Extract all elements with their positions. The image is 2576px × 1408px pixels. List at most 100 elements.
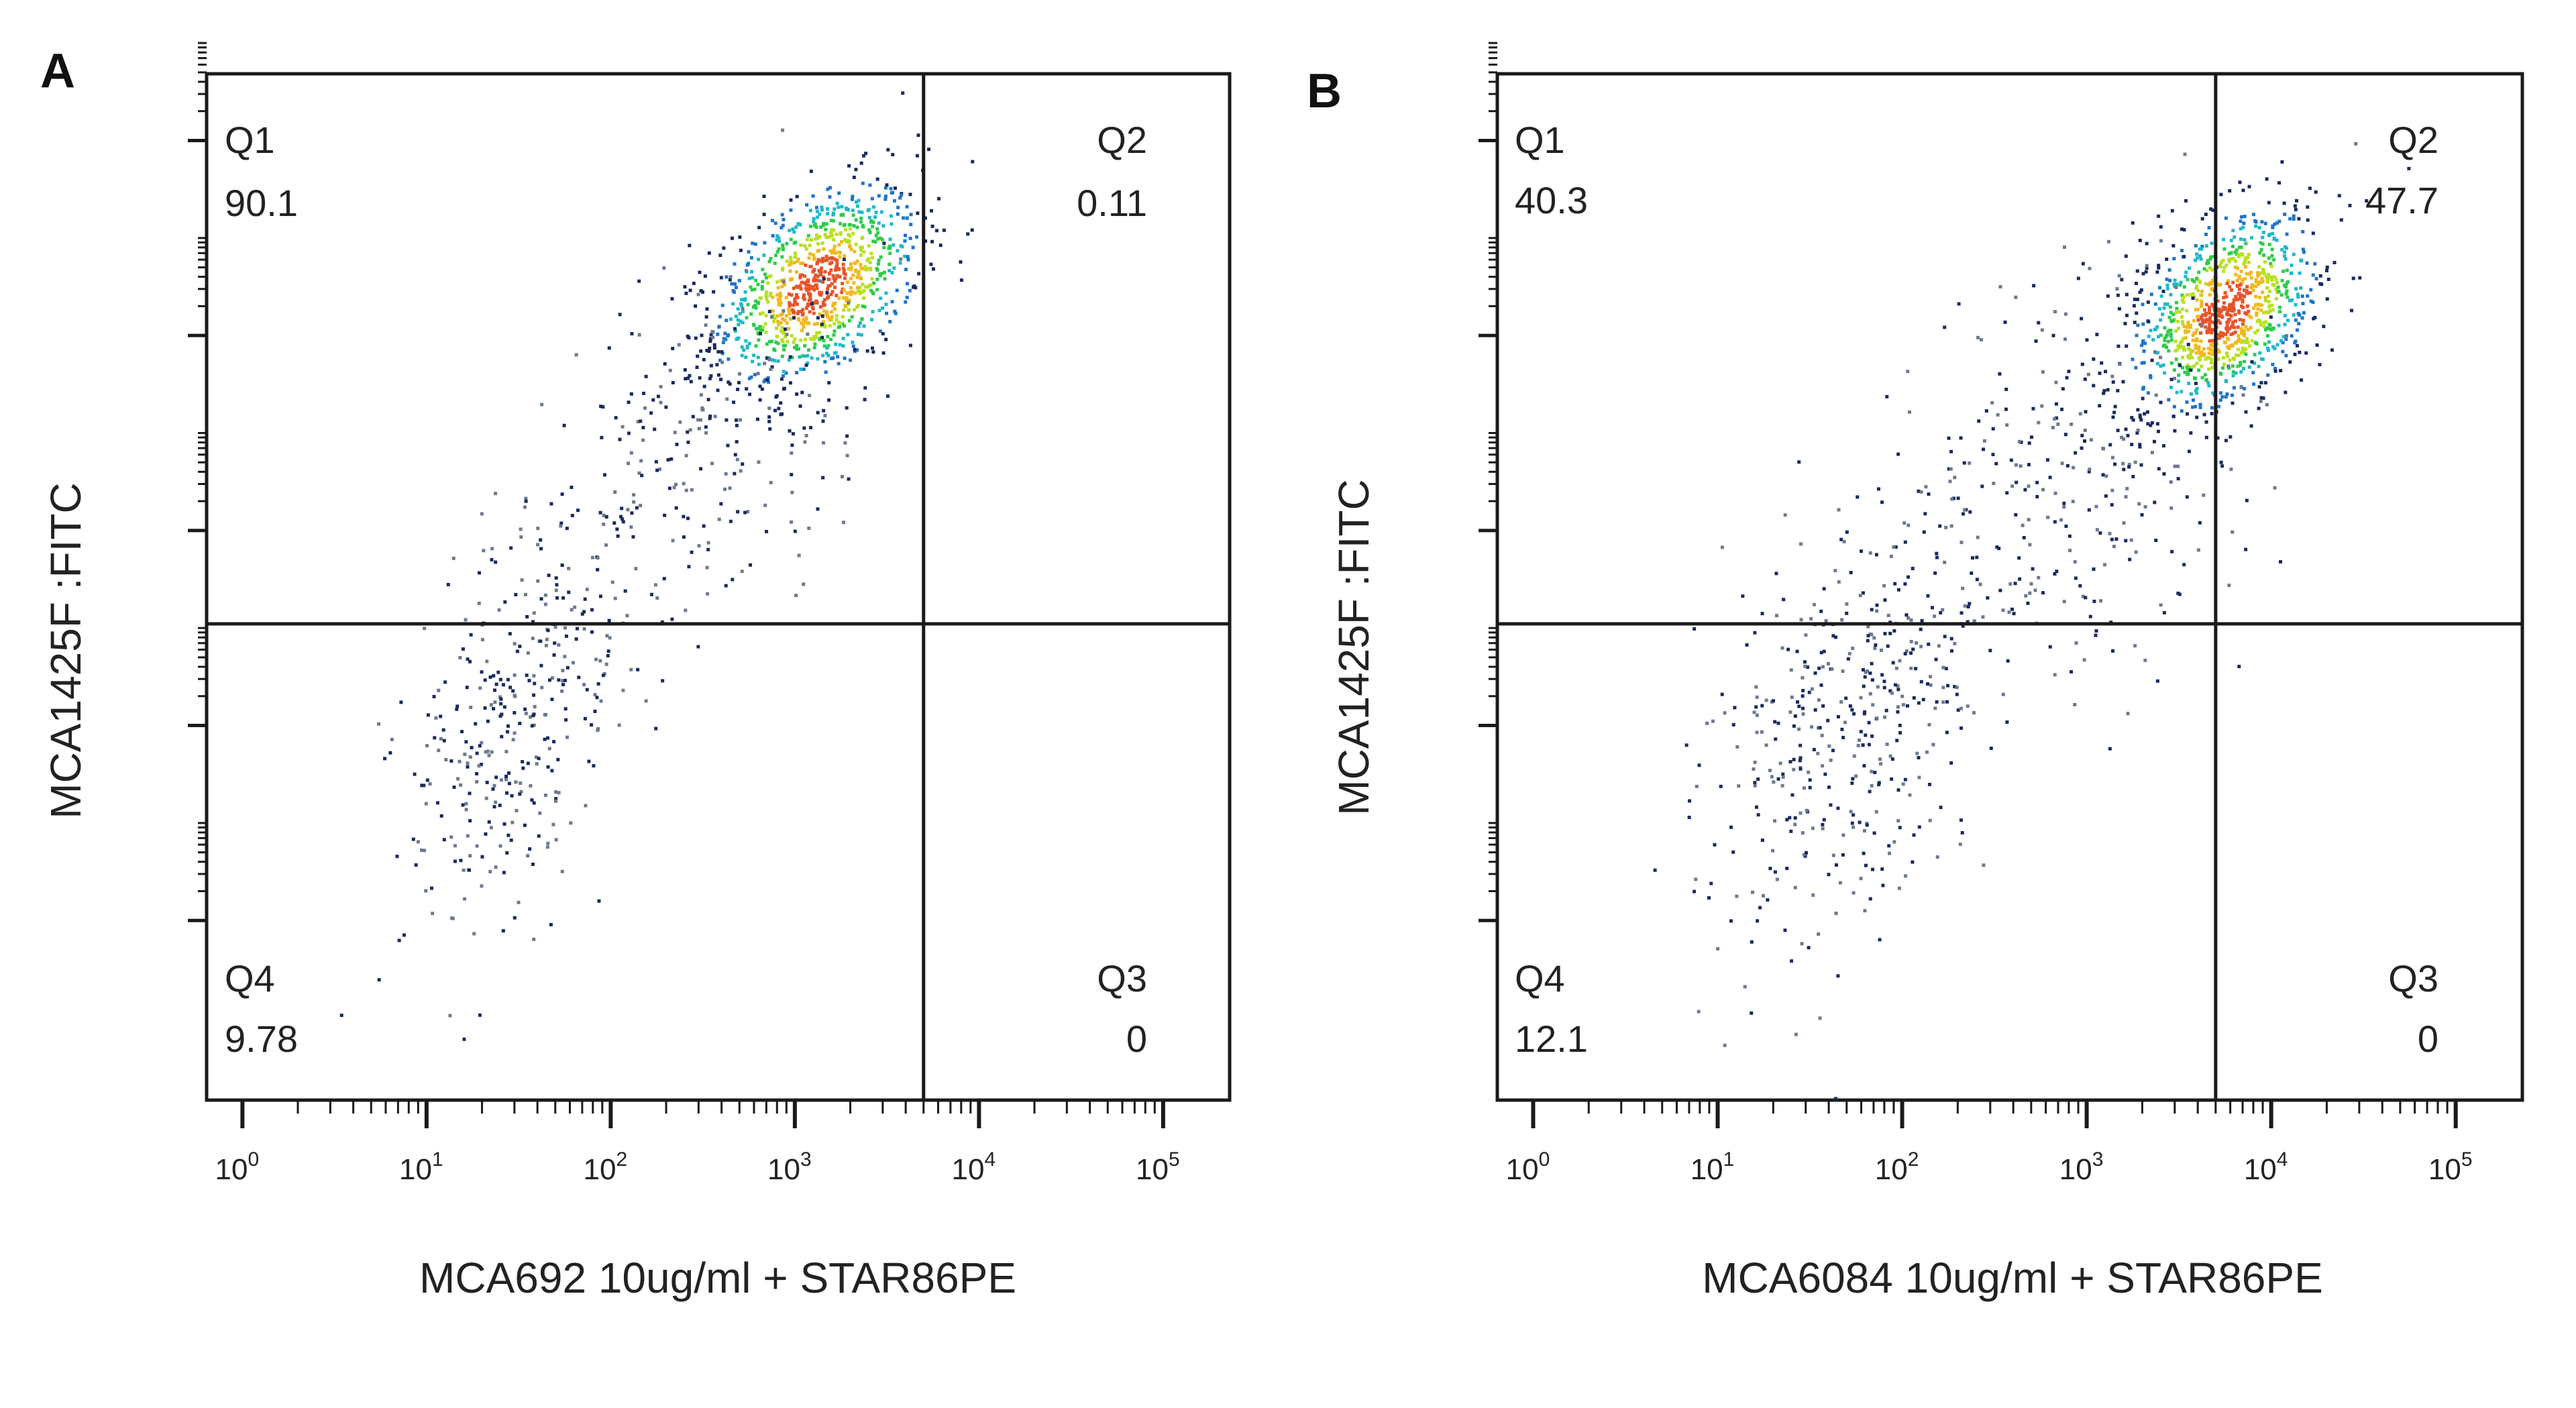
event-dot — [2159, 364, 2163, 368]
event-dot — [779, 413, 783, 417]
event-dot — [1716, 946, 1720, 951]
event-dot — [462, 868, 466, 872]
event-dot — [1850, 708, 1854, 712]
event-dot — [543, 737, 547, 741]
event-dot — [832, 228, 836, 232]
event-dot — [630, 331, 634, 335]
event-dot — [1860, 549, 1864, 553]
event-dot — [1863, 675, 1867, 679]
event-dot — [1720, 692, 1724, 696]
event-dot — [1693, 627, 1697, 631]
event-dot — [1970, 556, 1974, 560]
event-dot — [759, 312, 763, 316]
event-dot — [2210, 268, 2214, 272]
event-dot — [2199, 305, 2203, 309]
event-dot — [2227, 260, 2231, 264]
event-dot — [1880, 867, 1884, 871]
event-dot — [859, 161, 863, 165]
event-dot — [2092, 384, 2096, 388]
event-dot — [1943, 325, 1947, 329]
event-dot — [480, 637, 484, 641]
event-dot — [782, 309, 786, 313]
event-dot — [2245, 288, 2249, 292]
event-dot — [889, 214, 893, 218]
event-dot — [1941, 608, 1945, 612]
event-dot — [550, 698, 554, 702]
event-dot — [2308, 186, 2312, 191]
event-dot — [2169, 338, 2174, 342]
event-dot — [614, 416, 618, 420]
event-dot — [2114, 537, 2118, 541]
event-dot — [1785, 818, 1789, 822]
event-dot — [2159, 333, 2163, 337]
event-dot — [599, 699, 603, 703]
event-dot — [2282, 201, 2286, 205]
event-dot — [656, 394, 660, 398]
event-dot — [865, 285, 869, 289]
event-dot — [749, 312, 753, 316]
event-dot — [834, 251, 838, 255]
event-dot — [470, 745, 474, 749]
event-dot — [721, 341, 725, 345]
event-dot — [1694, 877, 1698, 881]
event-dot — [731, 302, 735, 306]
event-dot — [790, 356, 794, 360]
event-dot — [1807, 770, 1811, 774]
event-dot — [771, 219, 775, 223]
event-dot — [508, 686, 513, 690]
event-dot — [2274, 296, 2278, 301]
event-dot — [826, 207, 830, 211]
event-dot — [2237, 254, 2241, 258]
event-dot — [2061, 387, 2065, 391]
event-dot — [822, 309, 826, 313]
event-dot — [845, 299, 849, 303]
event-dot — [1862, 851, 1866, 855]
event-dot — [550, 769, 554, 773]
event-dot — [809, 238, 813, 242]
event-dot — [1871, 867, 1875, 871]
event-dot — [446, 582, 450, 586]
event-dot — [828, 249, 833, 253]
event-dot — [498, 714, 502, 718]
event-dot — [930, 224, 934, 228]
event-dot — [2300, 294, 2304, 299]
event-dot — [2245, 290, 2249, 294]
event-dot — [2212, 351, 2216, 356]
event-dot — [2204, 325, 2208, 329]
event-dot — [830, 228, 834, 232]
event-dot — [819, 290, 823, 294]
event-dot — [1976, 535, 1980, 539]
event-dot — [767, 274, 771, 278]
event-dot — [788, 309, 792, 313]
event-dot — [2182, 285, 2186, 289]
event-dot — [1949, 467, 1953, 471]
event-dot — [697, 427, 701, 431]
event-dot — [780, 329, 784, 333]
event-dot — [1880, 673, 1884, 677]
event-dot — [1927, 722, 1931, 726]
event-dot — [513, 642, 517, 646]
event-dot — [2219, 260, 2223, 264]
event-dot — [2207, 367, 2211, 371]
event-dot — [2088, 468, 2092, 472]
event-dot — [504, 777, 508, 781]
event-dot — [810, 356, 814, 360]
event-dot — [799, 338, 803, 342]
event-dot — [2123, 321, 2127, 325]
event-dot — [773, 359, 777, 363]
event-dot — [413, 772, 417, 776]
event-dot — [451, 556, 455, 560]
event-dot — [736, 307, 740, 311]
event-dot — [2296, 295, 2300, 299]
event-dot — [1859, 730, 1863, 734]
event-dot — [837, 250, 841, 254]
event-dot — [1852, 712, 1856, 716]
event-dot — [539, 597, 543, 601]
event-dot — [874, 233, 878, 237]
event-dot — [2037, 576, 2041, 580]
event-dot — [2191, 349, 2195, 354]
event-dot — [2266, 294, 2270, 299]
event-dot — [2113, 462, 2117, 466]
event-dot — [849, 276, 853, 280]
event-dot — [1889, 554, 1893, 558]
